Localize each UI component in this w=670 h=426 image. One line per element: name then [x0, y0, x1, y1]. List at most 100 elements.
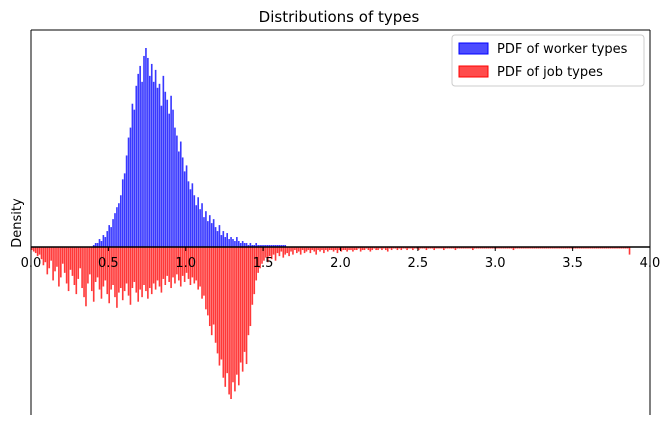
job-type-bar — [274, 247, 277, 261]
job-type-bar — [506, 247, 509, 249]
worker-type-bar — [94, 243, 97, 247]
job-type-bar — [357, 247, 360, 249]
job-type-bar — [286, 247, 288, 254]
job-type-bar — [183, 247, 186, 282]
job-type-bar — [154, 247, 157, 290]
x-tick-label: 2.0 — [330, 256, 351, 271]
worker-type-bar — [237, 241, 240, 247]
job-type-bar — [170, 247, 172, 289]
job-type-bar — [156, 247, 159, 281]
job-type-bar — [415, 247, 418, 249]
job-type-bar — [557, 247, 559, 249]
job-type-bar — [466, 247, 468, 249]
job-type-bar — [210, 247, 213, 336]
job-type-bar — [42, 247, 45, 266]
job-type-bar — [524, 247, 526, 249]
job-type-bar — [499, 247, 501, 249]
job-type-bar — [261, 247, 263, 264]
job-type-bar — [234, 247, 236, 392]
job-type-bar — [288, 247, 290, 257]
worker-type-bar — [274, 245, 277, 247]
job-type-bar — [414, 247, 416, 249]
job-type-bar — [620, 247, 623, 249]
job-type-bar — [228, 247, 230, 395]
job-type-bar — [555, 247, 557, 249]
worker-type-bar — [266, 245, 269, 247]
job-type-bar — [590, 247, 592, 249]
job-type-bar — [448, 247, 451, 249]
job-type-bar — [355, 247, 358, 251]
job-type-bar — [439, 247, 441, 249]
job-type-bar — [309, 247, 312, 254]
job-type-bar — [597, 247, 600, 249]
job-type-bar — [350, 247, 352, 251]
job-type-bar — [619, 247, 621, 249]
job-type-bar — [137, 247, 140, 302]
job-type-bar — [158, 247, 161, 287]
job-type-bar — [441, 247, 443, 249]
job-type-bar — [400, 247, 403, 251]
job-type-bar — [578, 247, 581, 249]
job-type-bar — [94, 247, 97, 282]
job-type-bar — [203, 247, 205, 296]
job-type-bar — [377, 247, 379, 251]
y-axis-label: Density — [10, 198, 25, 248]
worker-type-bar — [218, 225, 221, 247]
worker-type-bar — [268, 245, 271, 247]
worker-type-bar — [193, 195, 196, 247]
job-type-bar — [566, 247, 569, 249]
worker-type-bar — [174, 127, 176, 247]
job-type-bar — [522, 247, 524, 249]
job-type-bar — [435, 247, 437, 249]
job-type-bar — [406, 247, 408, 251]
job-type-bar — [307, 247, 310, 251]
job-type-bar — [236, 247, 238, 375]
job-type-bar — [371, 247, 374, 251]
x-tick-label: 4.0 — [640, 256, 661, 271]
worker-type-bar — [212, 219, 215, 247]
job-type-bar — [595, 247, 598, 249]
job-type-bar — [112, 247, 114, 285]
worker-type-bar — [152, 81, 155, 247]
worker-type-bar — [135, 85, 138, 247]
worker-type-bar — [145, 48, 147, 247]
job-type-bar — [119, 247, 122, 289]
job-type-bar — [615, 247, 617, 249]
job-type-bar — [543, 247, 546, 249]
job-type-bar — [38, 247, 41, 255]
job-type-bar — [338, 247, 341, 251]
job-type-bar — [530, 247, 532, 249]
job-type-bar — [346, 247, 348, 252]
job-type-bar — [419, 247, 422, 249]
job-type-bar — [458, 247, 461, 249]
job-type-bar — [576, 247, 579, 249]
job-type-bar — [423, 247, 426, 249]
job-type-bar — [40, 247, 43, 260]
job-type-bar — [125, 247, 128, 284]
job-type-bar — [268, 247, 271, 257]
job-type-bar — [75, 247, 78, 295]
job-type-bar — [402, 247, 405, 249]
worker-type-bar — [245, 243, 248, 247]
legend-label-workers: PDF of worker types — [497, 42, 628, 57]
job-type-bar — [141, 247, 143, 298]
job-type-bar — [553, 247, 555, 249]
job-type-bar — [290, 247, 292, 252]
job-type-bar — [518, 247, 521, 249]
job-type-bar — [330, 247, 333, 251]
worker-type-bar — [214, 227, 217, 247]
job-type-bar — [352, 247, 354, 252]
job-type-bar — [48, 247, 51, 269]
job-type-bar — [379, 247, 381, 249]
job-type-bar — [44, 247, 47, 263]
job-type-bar — [208, 247, 211, 327]
job-type-bar — [257, 247, 259, 273]
job-type-bar — [580, 247, 582, 249]
worker-type-bar — [118, 203, 120, 247]
job-type-bar — [539, 247, 542, 249]
job-type-bar — [102, 247, 105, 287]
job-type-bar — [572, 247, 575, 249]
job-type-bar — [336, 247, 339, 254]
job-type-bar — [266, 247, 269, 263]
x-tick-label: 0.5 — [98, 256, 119, 271]
